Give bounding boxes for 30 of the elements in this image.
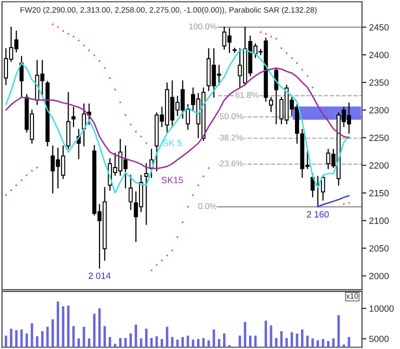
annotation: 23.6% [220, 160, 243, 166]
y-tick-label: 2300 [369, 107, 389, 114]
annotation: 2 014 [88, 272, 111, 279]
candlestick [186, 104, 190, 130]
candlestick [268, 96, 274, 112]
annotation: 38.2% [220, 134, 243, 140]
y-tick-label: 2100 [369, 218, 389, 224]
y-tick-label: 2050 [369, 245, 389, 252]
candlestick [274, 68, 278, 124]
y-tick-label: 2450 [369, 24, 389, 31]
y-tick-label: 2150 [369, 190, 389, 196]
candlestick [71, 106, 76, 128]
line-series [317, 195, 350, 208]
annotation: 0.0% [198, 203, 217, 210]
y-tick-label: 2350 [369, 79, 389, 86]
annotation: 100.0% [189, 24, 217, 30]
candlestick [128, 174, 133, 210]
candlestick [320, 174, 326, 201]
annotation: 50.0% [220, 113, 243, 120]
y-tick-label: 2250 [369, 134, 389, 142]
y-tick-label: 2200 [369, 162, 389, 169]
y-tick-label: 2000 [369, 272, 389, 280]
annotation: 2 160 [306, 211, 329, 218]
annotation: 61.8% [236, 92, 258, 98]
y-tick-label: 2400 [369, 52, 389, 58]
y-tick-label: 10000 [370, 305, 394, 312]
series-label: SK 5 [162, 140, 182, 146]
y-tick-label: 5000 [369, 336, 389, 342]
candlestick [144, 163, 148, 226]
series-label: SK15 [162, 176, 183, 184]
